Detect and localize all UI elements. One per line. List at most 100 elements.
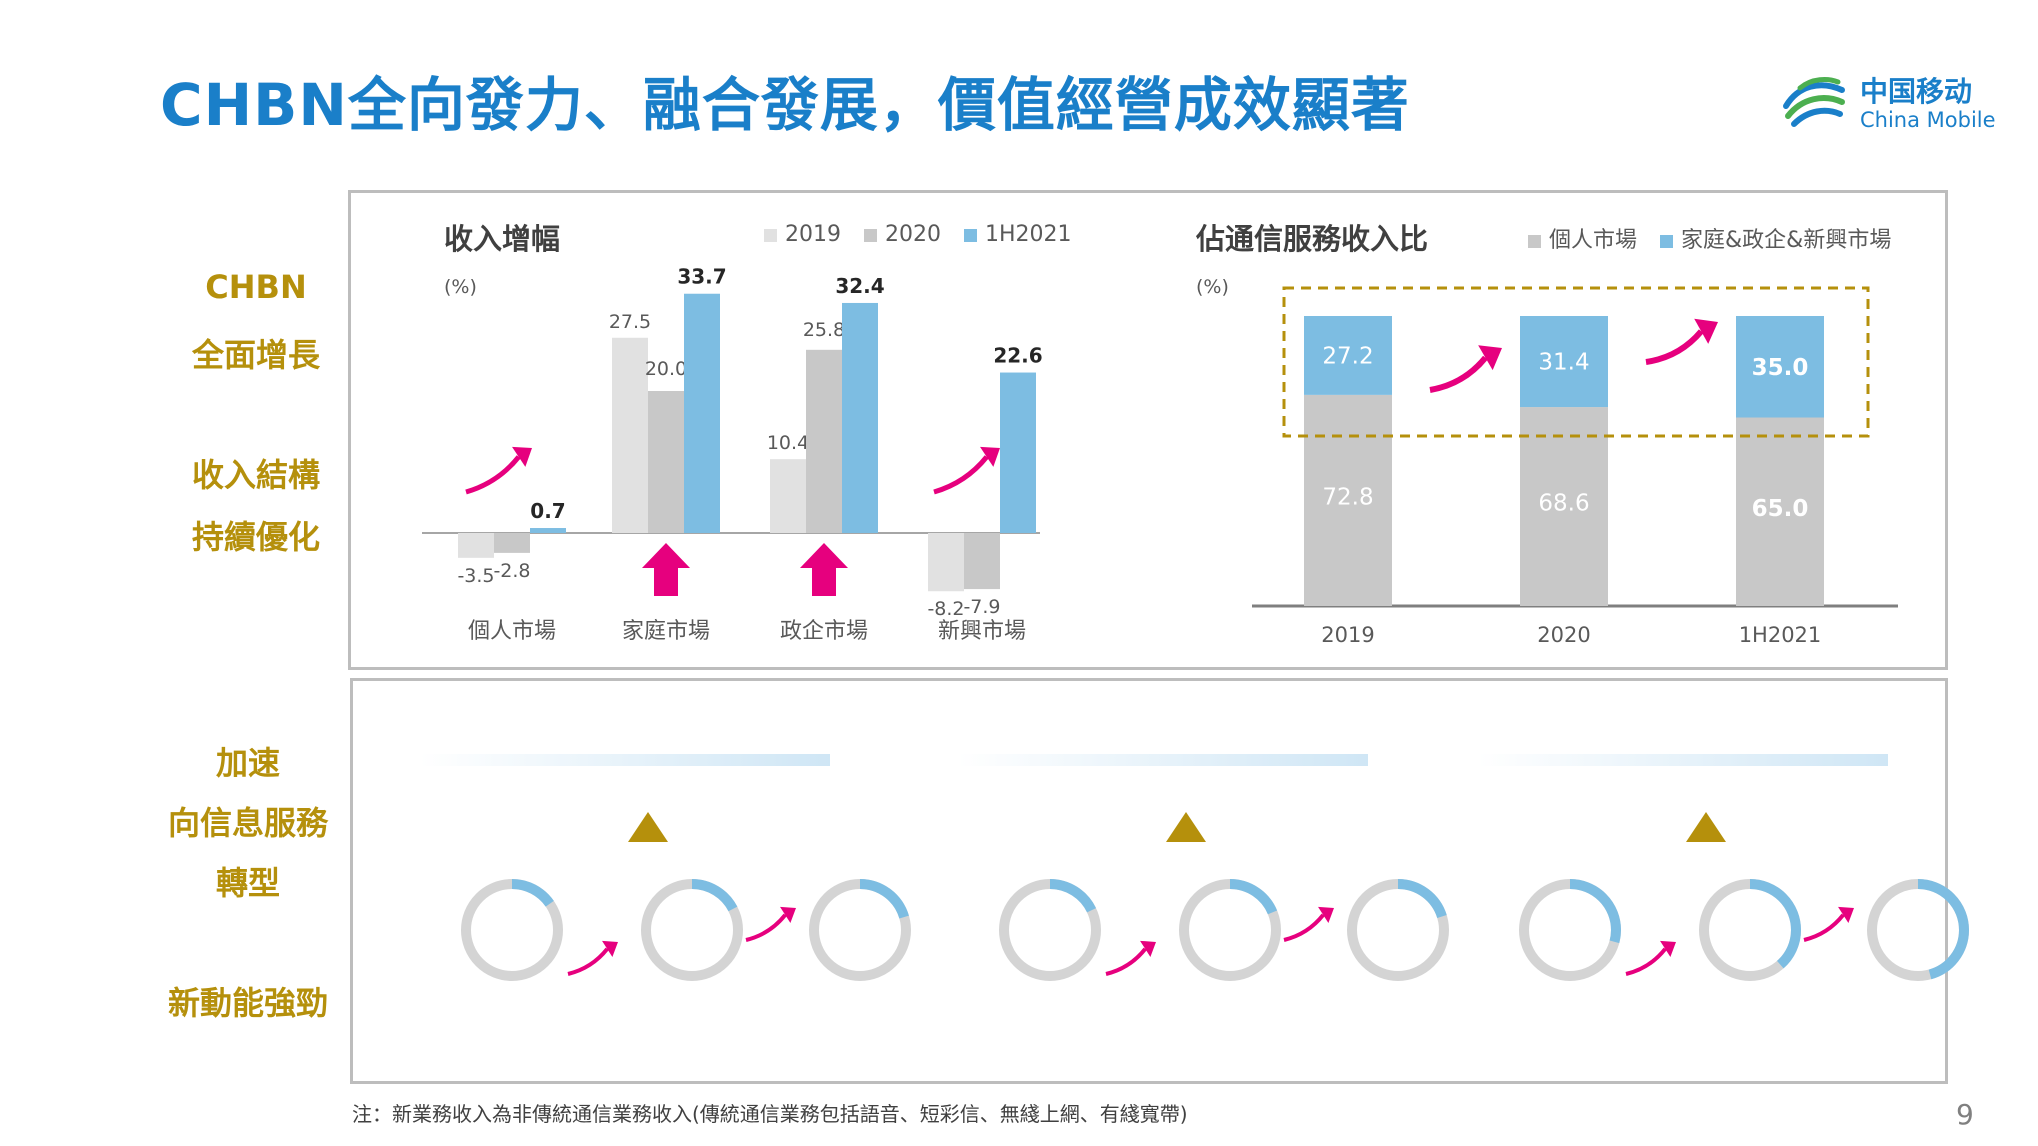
ring-chart	[1867, 879, 1969, 981]
ring-fill	[809, 879, 911, 981]
bar-新興市場-1H2021	[1000, 372, 1036, 533]
side-label-new-momentum: 新動能強勁	[167, 984, 328, 1022]
bar-label: -7.9	[963, 596, 1000, 618]
stack-label: 31.4	[1538, 350, 1589, 376]
bar-label: 25.8	[803, 319, 845, 341]
ring-arrow-2	[1803, 906, 1854, 942]
triangle-up-icon	[628, 812, 668, 842]
ring-fill	[999, 879, 1101, 981]
bar-政企市場-1H2021	[842, 302, 878, 533]
stack-label: 68.6	[1538, 491, 1589, 517]
category-label: 個人市場	[468, 619, 556, 644]
china-mobile-logo: 中国移动 China Mobile	[1780, 66, 2010, 146]
ring-chart	[999, 879, 1101, 981]
ring-fill	[1699, 879, 1801, 981]
pink-arrow-icon	[1283, 906, 1334, 942]
legend-swatch-home-enterprise	[1660, 234, 1674, 248]
kpi-title-underline	[420, 754, 830, 766]
revenue-growth-chart: -3.5-2.8 0.7 個人市場 27.5 20.0 33.7 家庭市場 10.4 25.8 3…	[422, 265, 1043, 644]
stack-home-1H2021	[1736, 316, 1824, 418]
page-number: 9	[1956, 1098, 1974, 1131]
ring-chart	[1519, 879, 1621, 981]
revenue-mix-chart: 72.8 27.2 2019 68.6 31.4 2020 65.0 35.0 1H2021	[1252, 286, 1898, 647]
bar-家庭市場-1H2021	[684, 293, 720, 533]
ring-fill	[1347, 879, 1449, 981]
bar-家庭市場-2020	[648, 391, 684, 533]
stack-personal-1H2021	[1736, 417, 1824, 606]
legend-label-2020: 2020	[885, 222, 941, 247]
logo-text-en: China Mobile	[1860, 108, 1996, 132]
ring-fill	[641, 879, 743, 981]
legend-label-home-enterprise: 家庭&政企&新興市場	[1681, 228, 1892, 253]
kpi-title-underline	[958, 754, 1368, 766]
bar-個人市場-2020	[494, 533, 530, 553]
kpi-title-underline	[1478, 754, 1888, 766]
bar-個人市場-2019	[458, 533, 494, 558]
bar-新興市場-2020	[964, 533, 1000, 590]
legend-label-1h2021: 1H2021	[985, 222, 1072, 247]
bar-家庭市場-2019	[612, 337, 648, 533]
highlight-box	[1282, 286, 1870, 438]
bar-政企市場-2019	[770, 459, 806, 533]
growth-arrow-personal	[465, 446, 532, 495]
category-label: 家庭市場	[622, 619, 710, 644]
ring-fill	[1519, 879, 1621, 981]
side-label-info-service: 向信息服務	[167, 804, 328, 842]
legend-swatch-1h2021	[964, 228, 977, 242]
category-label: 新興市場	[938, 619, 1026, 644]
chart1-title: 收入增幅	[444, 222, 561, 256]
up-arrow-icon	[800, 543, 848, 596]
legend-label-2019: 2019	[785, 222, 841, 247]
ring-chart	[1179, 879, 1281, 981]
bar-label: 20.0	[645, 358, 687, 380]
pink-arrow-icon	[1625, 940, 1676, 976]
legend-swatch-2019	[764, 228, 777, 242]
ring-chart	[1347, 879, 1449, 981]
ring-chart	[809, 879, 911, 981]
bar-新興市場-2019	[928, 533, 964, 592]
ring-arrow-2	[1283, 906, 1334, 942]
bar-label: 10.4	[767, 432, 809, 454]
page-title: CHBN全向發力、融合發展，價值經營成效顯著	[160, 71, 1410, 139]
ring-fill	[1179, 879, 1281, 981]
bar-label: -8.2	[927, 598, 964, 620]
chart2-legend: 個人市場 家庭&政企&新興市場	[1528, 222, 1891, 254]
logo-icon	[1783, 77, 1845, 127]
bar-label: 22.6	[993, 344, 1042, 368]
ring-chart	[461, 879, 563, 981]
bar-label: -3.5	[457, 565, 494, 587]
chart2-unit: (%)	[1196, 276, 1229, 298]
ring-arrow-2	[745, 906, 796, 942]
bar-政企市場-2020	[806, 349, 842, 533]
side-label-structure: 收入結構	[191, 456, 320, 494]
side-label-accelerate: 加速	[215, 744, 280, 782]
pink-arrow-icon	[567, 940, 618, 976]
bar-label: 0.7	[530, 499, 565, 523]
category-label: 政企市場	[780, 619, 868, 644]
ring-chart	[641, 879, 743, 981]
ring-arrow-1	[1625, 940, 1676, 976]
triangle-up-icon	[1166, 812, 1206, 842]
up-arrow-icon	[642, 543, 690, 596]
stack-label: 35.0	[1752, 355, 1809, 381]
pink-arrow-icon	[745, 906, 796, 942]
bar-label: 32.4	[835, 274, 884, 298]
bar-label: 27.5	[609, 311, 651, 333]
pink-arrow-icon	[1105, 940, 1156, 976]
logo-text-cn: 中国移动	[1860, 75, 1973, 108]
stack-home-2019	[1304, 316, 1392, 395]
year-label: 1H2021	[1739, 623, 1822, 647]
chart1-unit: (%)	[444, 276, 477, 298]
chart2-title: 佔通信服務收入比	[1196, 222, 1429, 256]
mix-arrow-2	[1645, 318, 1718, 365]
year-label: 2020	[1537, 623, 1590, 647]
side-label-chbn: CHBN	[205, 268, 307, 306]
ring-arrow-1	[567, 940, 618, 976]
mix-arrow-1	[1429, 345, 1502, 393]
stack-label: 72.8	[1322, 484, 1373, 510]
stack-label: 27.2	[1322, 343, 1373, 369]
side-label-optimize: 持續優化	[191, 518, 320, 556]
ring-fill	[461, 879, 563, 981]
ring-arrow-1	[1105, 940, 1156, 976]
bar-個人市場-1H2021	[530, 528, 566, 533]
